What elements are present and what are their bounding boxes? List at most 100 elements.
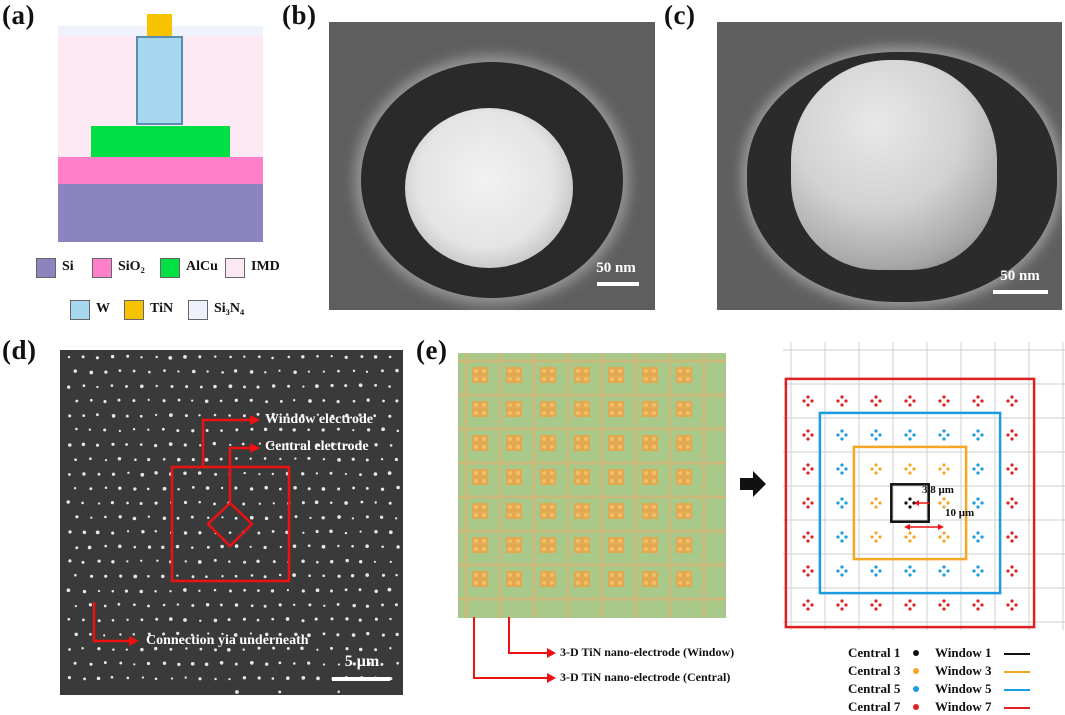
electrode-dot xyxy=(264,485,268,490)
chip-pad xyxy=(642,401,658,417)
pad-electrode-dot xyxy=(508,505,512,509)
electrode-dot xyxy=(235,690,239,694)
electrode-dot xyxy=(394,457,399,462)
electrode-dot xyxy=(366,631,370,636)
pad-electrode-dot xyxy=(618,505,622,509)
electrode-dot xyxy=(358,588,362,592)
chip-pad xyxy=(608,367,624,383)
schematic-electrode-dot xyxy=(836,399,840,403)
chip-pad xyxy=(676,571,692,587)
electrode-dot xyxy=(294,515,298,519)
electrode-dot xyxy=(97,559,101,563)
pad-electrode-dot xyxy=(576,547,580,551)
electrode-dot xyxy=(366,398,370,402)
pad-electrode-dot xyxy=(678,581,682,585)
pad-electrode-dot xyxy=(652,377,656,381)
pad-electrode-dot xyxy=(584,377,588,381)
schematic-electrode-dot xyxy=(874,395,878,399)
electrode-dot xyxy=(169,413,173,417)
electrode-dot xyxy=(185,647,188,650)
electrode-dot xyxy=(389,647,392,650)
electrode-dot xyxy=(278,487,282,491)
schematic-electrode-dot xyxy=(942,497,946,501)
chip-pad xyxy=(642,537,658,553)
electrode-dot xyxy=(294,457,297,460)
pad-electrode-dot xyxy=(610,377,614,381)
pad-electrode-dot xyxy=(686,445,690,449)
electrode-dot xyxy=(278,573,282,577)
pad-electrode-dot xyxy=(644,505,648,509)
panel-label-c: (c) xyxy=(664,0,696,30)
legend-dot-central-1 xyxy=(913,650,919,656)
electrode-dot xyxy=(177,662,181,667)
electrode-dot xyxy=(176,516,180,520)
pad-electrode-dot xyxy=(644,581,648,585)
electrode-dot xyxy=(133,663,136,666)
electrode-dot xyxy=(103,661,107,665)
pad-electrode-dot xyxy=(678,411,682,415)
pad-electrode-dot xyxy=(678,377,682,381)
electrode-dot xyxy=(191,546,194,549)
electrode-dot xyxy=(125,414,129,418)
electrode-dot xyxy=(374,589,378,594)
electrode-dot xyxy=(234,544,239,548)
electrode-dot xyxy=(234,662,238,666)
electrode-dot xyxy=(207,632,210,635)
pad-electrode-dot xyxy=(542,437,546,441)
pad-electrode-dot xyxy=(474,411,478,415)
pad-electrode-dot xyxy=(576,505,580,509)
schematic-electrode-dot xyxy=(810,501,814,505)
electrode-dot xyxy=(118,515,122,519)
chip-pad xyxy=(540,469,556,485)
electrode-dot xyxy=(351,457,355,461)
dimension-arrowhead xyxy=(914,500,919,506)
schematic-electrode-dot xyxy=(942,403,946,407)
pad-electrode-dot xyxy=(678,479,682,483)
electrode-dot xyxy=(133,487,137,491)
electrode-dot xyxy=(119,661,123,665)
pad-electrode-dot xyxy=(550,471,554,475)
electrode-dot xyxy=(249,370,254,374)
electrode-dot xyxy=(271,677,275,680)
electrode-dot xyxy=(388,530,393,535)
si-layer xyxy=(58,184,263,242)
electrode-dot xyxy=(278,632,282,636)
pad-electrode-dot xyxy=(576,471,580,475)
electrode-dot xyxy=(68,530,72,534)
schematic-electrode-dot xyxy=(806,565,810,569)
electrode-dot xyxy=(396,485,400,490)
electrode-dot xyxy=(110,384,114,387)
schematic-electrode-dot xyxy=(840,463,844,467)
schematic-electrode-dot xyxy=(976,531,980,535)
pad-electrode-dot xyxy=(652,539,656,543)
pad-electrode-dot xyxy=(516,437,520,441)
legend-label-tin: TiN xyxy=(150,301,174,316)
schematic-electrode-dot xyxy=(874,573,878,577)
electrode-dot xyxy=(243,355,246,358)
schematic-electrode-dot xyxy=(972,535,976,539)
electrode-dot xyxy=(213,588,217,592)
schematic-electrode-dot xyxy=(878,535,882,539)
electrode-dot xyxy=(126,618,129,621)
pad-electrode-dot xyxy=(516,547,520,551)
electrode-dot xyxy=(118,429,122,433)
electrode-dot xyxy=(257,589,260,592)
schematic-electrode-dot xyxy=(908,437,912,441)
schematic-electrode-dot xyxy=(942,607,946,611)
electrode-dot xyxy=(220,429,223,432)
electrode-dot xyxy=(118,486,122,490)
schematic-electrode-dot xyxy=(874,437,878,441)
electrode-dot xyxy=(147,604,150,608)
schematic-electrode-dot xyxy=(904,535,908,539)
pad-electrode-dot xyxy=(482,505,486,509)
legend-central-3: Central 3 xyxy=(848,663,901,678)
electrode-dot xyxy=(329,559,334,564)
chip-pad xyxy=(506,537,522,553)
electrode-dot xyxy=(323,604,326,608)
schematic-electrode-dot xyxy=(942,429,946,433)
electrode-dot xyxy=(213,502,216,506)
electrode-dot xyxy=(118,544,122,549)
chip-pad xyxy=(472,435,488,451)
electrode-dot xyxy=(199,444,202,447)
chip-pad xyxy=(506,435,522,451)
